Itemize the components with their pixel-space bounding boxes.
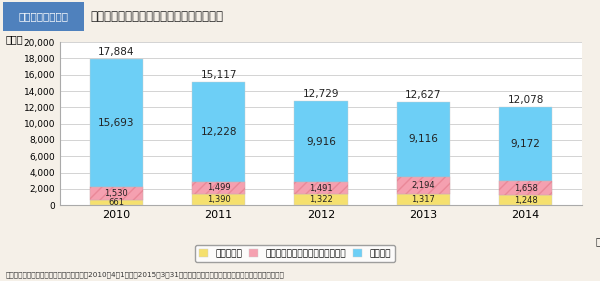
Bar <box>295 182 347 194</box>
Text: 9,172: 9,172 <box>511 139 541 149</box>
Text: 1,248: 1,248 <box>514 196 538 205</box>
Bar <box>397 102 450 176</box>
Bar <box>3 2 84 31</box>
Bar <box>397 194 450 205</box>
Text: 9,916: 9,916 <box>306 137 336 147</box>
Text: 1,499: 1,499 <box>207 183 230 192</box>
Bar <box>192 182 245 194</box>
Text: 図表３－１－２６: 図表３－１－２６ <box>19 11 68 21</box>
Text: 12,627: 12,627 <box>405 90 442 100</box>
Text: 17,884: 17,884 <box>98 47 134 57</box>
Text: 12,078: 12,078 <box>508 95 544 105</box>
Text: 1,322: 1,322 <box>309 195 333 204</box>
Bar <box>192 194 245 205</box>
Text: 2,194: 2,194 <box>412 181 435 190</box>
Bar <box>192 82 245 182</box>
Bar <box>499 195 553 205</box>
Bar <box>397 176 450 194</box>
Text: 1,317: 1,317 <box>412 195 435 204</box>
Bar <box>89 187 143 200</box>
Text: （年度）: （年度） <box>595 236 600 246</box>
Text: 1,390: 1,390 <box>207 195 230 204</box>
Bar <box>192 182 245 194</box>
Text: 15,693: 15,693 <box>98 118 134 128</box>
Text: 1,658: 1,658 <box>514 184 538 193</box>
Bar <box>295 182 347 194</box>
Bar <box>499 182 553 195</box>
Bar <box>295 101 347 182</box>
Legend: 重大事故等, 重大事故等を除く生命身体事故等, 財産事案: 重大事故等, 重大事故等を除く生命身体事故等, 財産事案 <box>195 246 395 262</box>
Bar <box>397 176 450 194</box>
Text: 661: 661 <box>108 198 124 207</box>
Bar <box>295 194 347 205</box>
Text: 1,491: 1,491 <box>309 184 333 193</box>
Text: 9,116: 9,116 <box>409 134 438 144</box>
Bar <box>89 187 143 200</box>
Bar <box>499 107 553 182</box>
Bar <box>89 59 143 187</box>
Text: （備考）　消費者安全法の規定に基づき、2010年4月1日から2015年3月31日までに消費者庁へ通知された消費者事故等の件数。: （備考） 消費者安全法の規定に基づき、2010年4月1日から2015年3月31日… <box>6 271 285 278</box>
Text: 15,117: 15,117 <box>200 70 237 80</box>
Y-axis label: （件）: （件） <box>6 34 23 44</box>
Text: 1,530: 1,530 <box>104 189 128 198</box>
Bar <box>89 200 143 205</box>
Text: 消費者庁に通知された消費者事故等の件数: 消費者庁に通知された消費者事故等の件数 <box>90 10 223 23</box>
Text: 12,729: 12,729 <box>303 89 339 99</box>
Bar <box>499 182 553 195</box>
Text: 12,228: 12,228 <box>200 127 237 137</box>
